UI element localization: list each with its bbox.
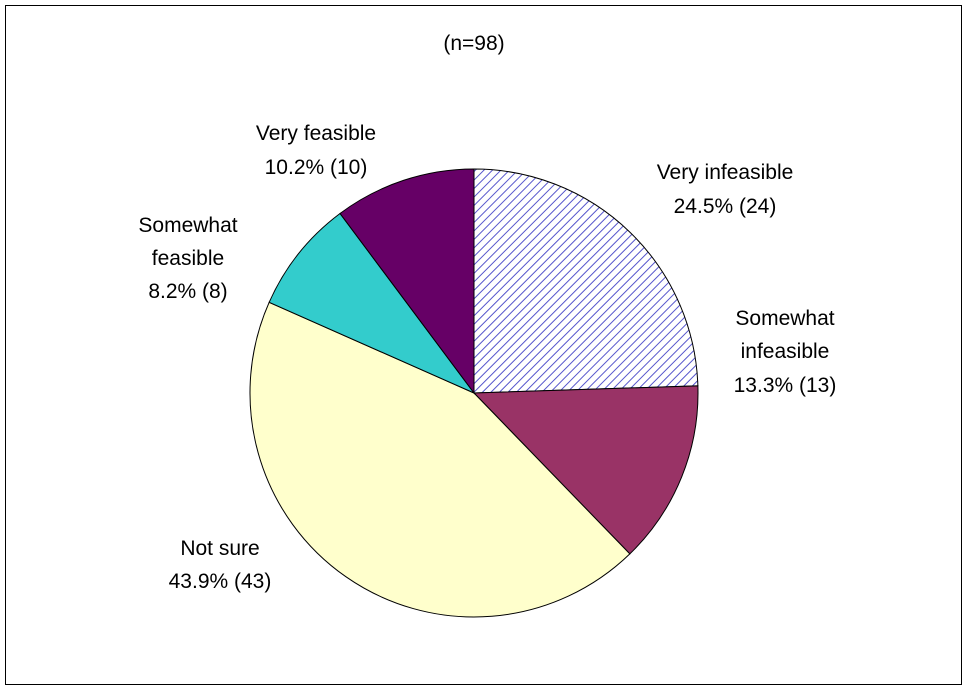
pie-slice-not-sure (249, 301, 631, 618)
label-somewhat-feasible-line1: Somewhat (138, 214, 237, 237)
label-somewhat-infeasible-line1: Somewhat (735, 307, 834, 330)
pct-very-feasible: 10.2% (10) (265, 156, 368, 179)
pct-not-sure: 43.9% (43) (169, 570, 272, 593)
label-somewhat-infeasible-line2: infeasible (741, 340, 830, 363)
label-not-sure: Not sure (180, 537, 259, 560)
pct-somewhat-infeasible: 13.3% (13) (734, 374, 837, 397)
label-somewhat-feasible-line2: feasible (152, 247, 224, 270)
pie-slice-somewhat-infeasible (472, 385, 699, 555)
pie-slice-very-feasible (339, 168, 475, 395)
pct-somewhat-feasible: 8.2% (8) (148, 280, 227, 303)
pie-slice-very-infeasible (473, 168, 699, 394)
label-somewhat-feasible: Somewhat feasible (138, 214, 237, 270)
pct-very-infeasible: 24.5% (24) (674, 195, 777, 218)
label-very-infeasible: Very infeasible (657, 161, 794, 184)
label-somewhat-infeasible: Somewhat infeasible (735, 307, 834, 363)
label-very-feasible: Very feasible (256, 122, 376, 145)
pie-chart: (n=98) Very infeasible 24.5% (24) Somewh… (138, 32, 837, 618)
chart-subtitle: (n=98) (443, 32, 504, 55)
pie-slice-somewhat-feasible (268, 212, 476, 395)
